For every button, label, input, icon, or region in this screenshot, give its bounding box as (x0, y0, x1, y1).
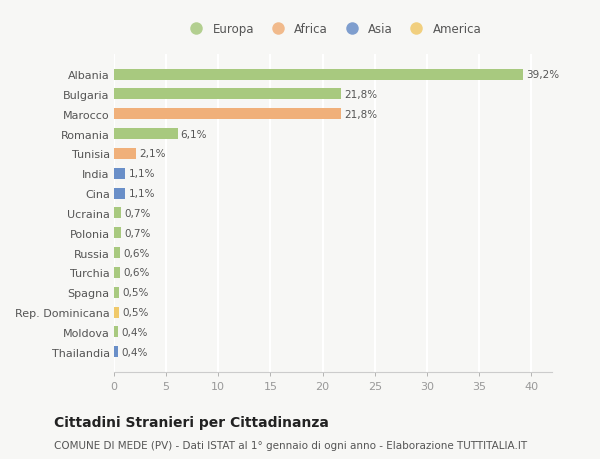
Bar (114, 188, 125, 199)
Text: 0,4%: 0,4% (121, 327, 148, 337)
Bar (114, 208, 121, 219)
Text: COMUNE DI MEDE (PV) - Dati ISTAT al 1° gennaio di ogni anno - Elaborazione TUTTI: COMUNE DI MEDE (PV) - Dati ISTAT al 1° g… (54, 440, 527, 450)
Text: 6,1%: 6,1% (181, 129, 207, 139)
Bar (114, 228, 121, 239)
Text: 21,8%: 21,8% (344, 90, 377, 100)
Bar (114, 307, 119, 318)
Bar (114, 109, 341, 120)
Text: 0,7%: 0,7% (124, 228, 151, 238)
Bar (114, 69, 523, 80)
Bar (114, 287, 119, 298)
Bar (114, 129, 178, 140)
Text: 0,7%: 0,7% (124, 208, 151, 218)
Bar (114, 168, 125, 179)
Text: 39,2%: 39,2% (526, 70, 559, 80)
Bar (114, 149, 136, 160)
Text: 1,1%: 1,1% (128, 169, 155, 179)
Text: 0,6%: 0,6% (124, 248, 150, 258)
Text: 2,1%: 2,1% (139, 149, 166, 159)
Bar (114, 327, 118, 338)
Text: Cittadini Stranieri per Cittadinanza: Cittadini Stranieri per Cittadinanza (54, 415, 329, 429)
Text: 0,4%: 0,4% (121, 347, 148, 357)
Text: 1,1%: 1,1% (128, 189, 155, 199)
Legend: Europa, Africa, Asia, America: Europa, Africa, Asia, America (184, 23, 482, 36)
Bar (114, 267, 120, 278)
Text: 0,5%: 0,5% (122, 288, 149, 297)
Bar (114, 89, 341, 100)
Bar (114, 247, 120, 258)
Text: 0,5%: 0,5% (122, 308, 149, 317)
Text: 21,8%: 21,8% (344, 110, 377, 119)
Bar (114, 347, 118, 358)
Text: 0,6%: 0,6% (124, 268, 150, 278)
